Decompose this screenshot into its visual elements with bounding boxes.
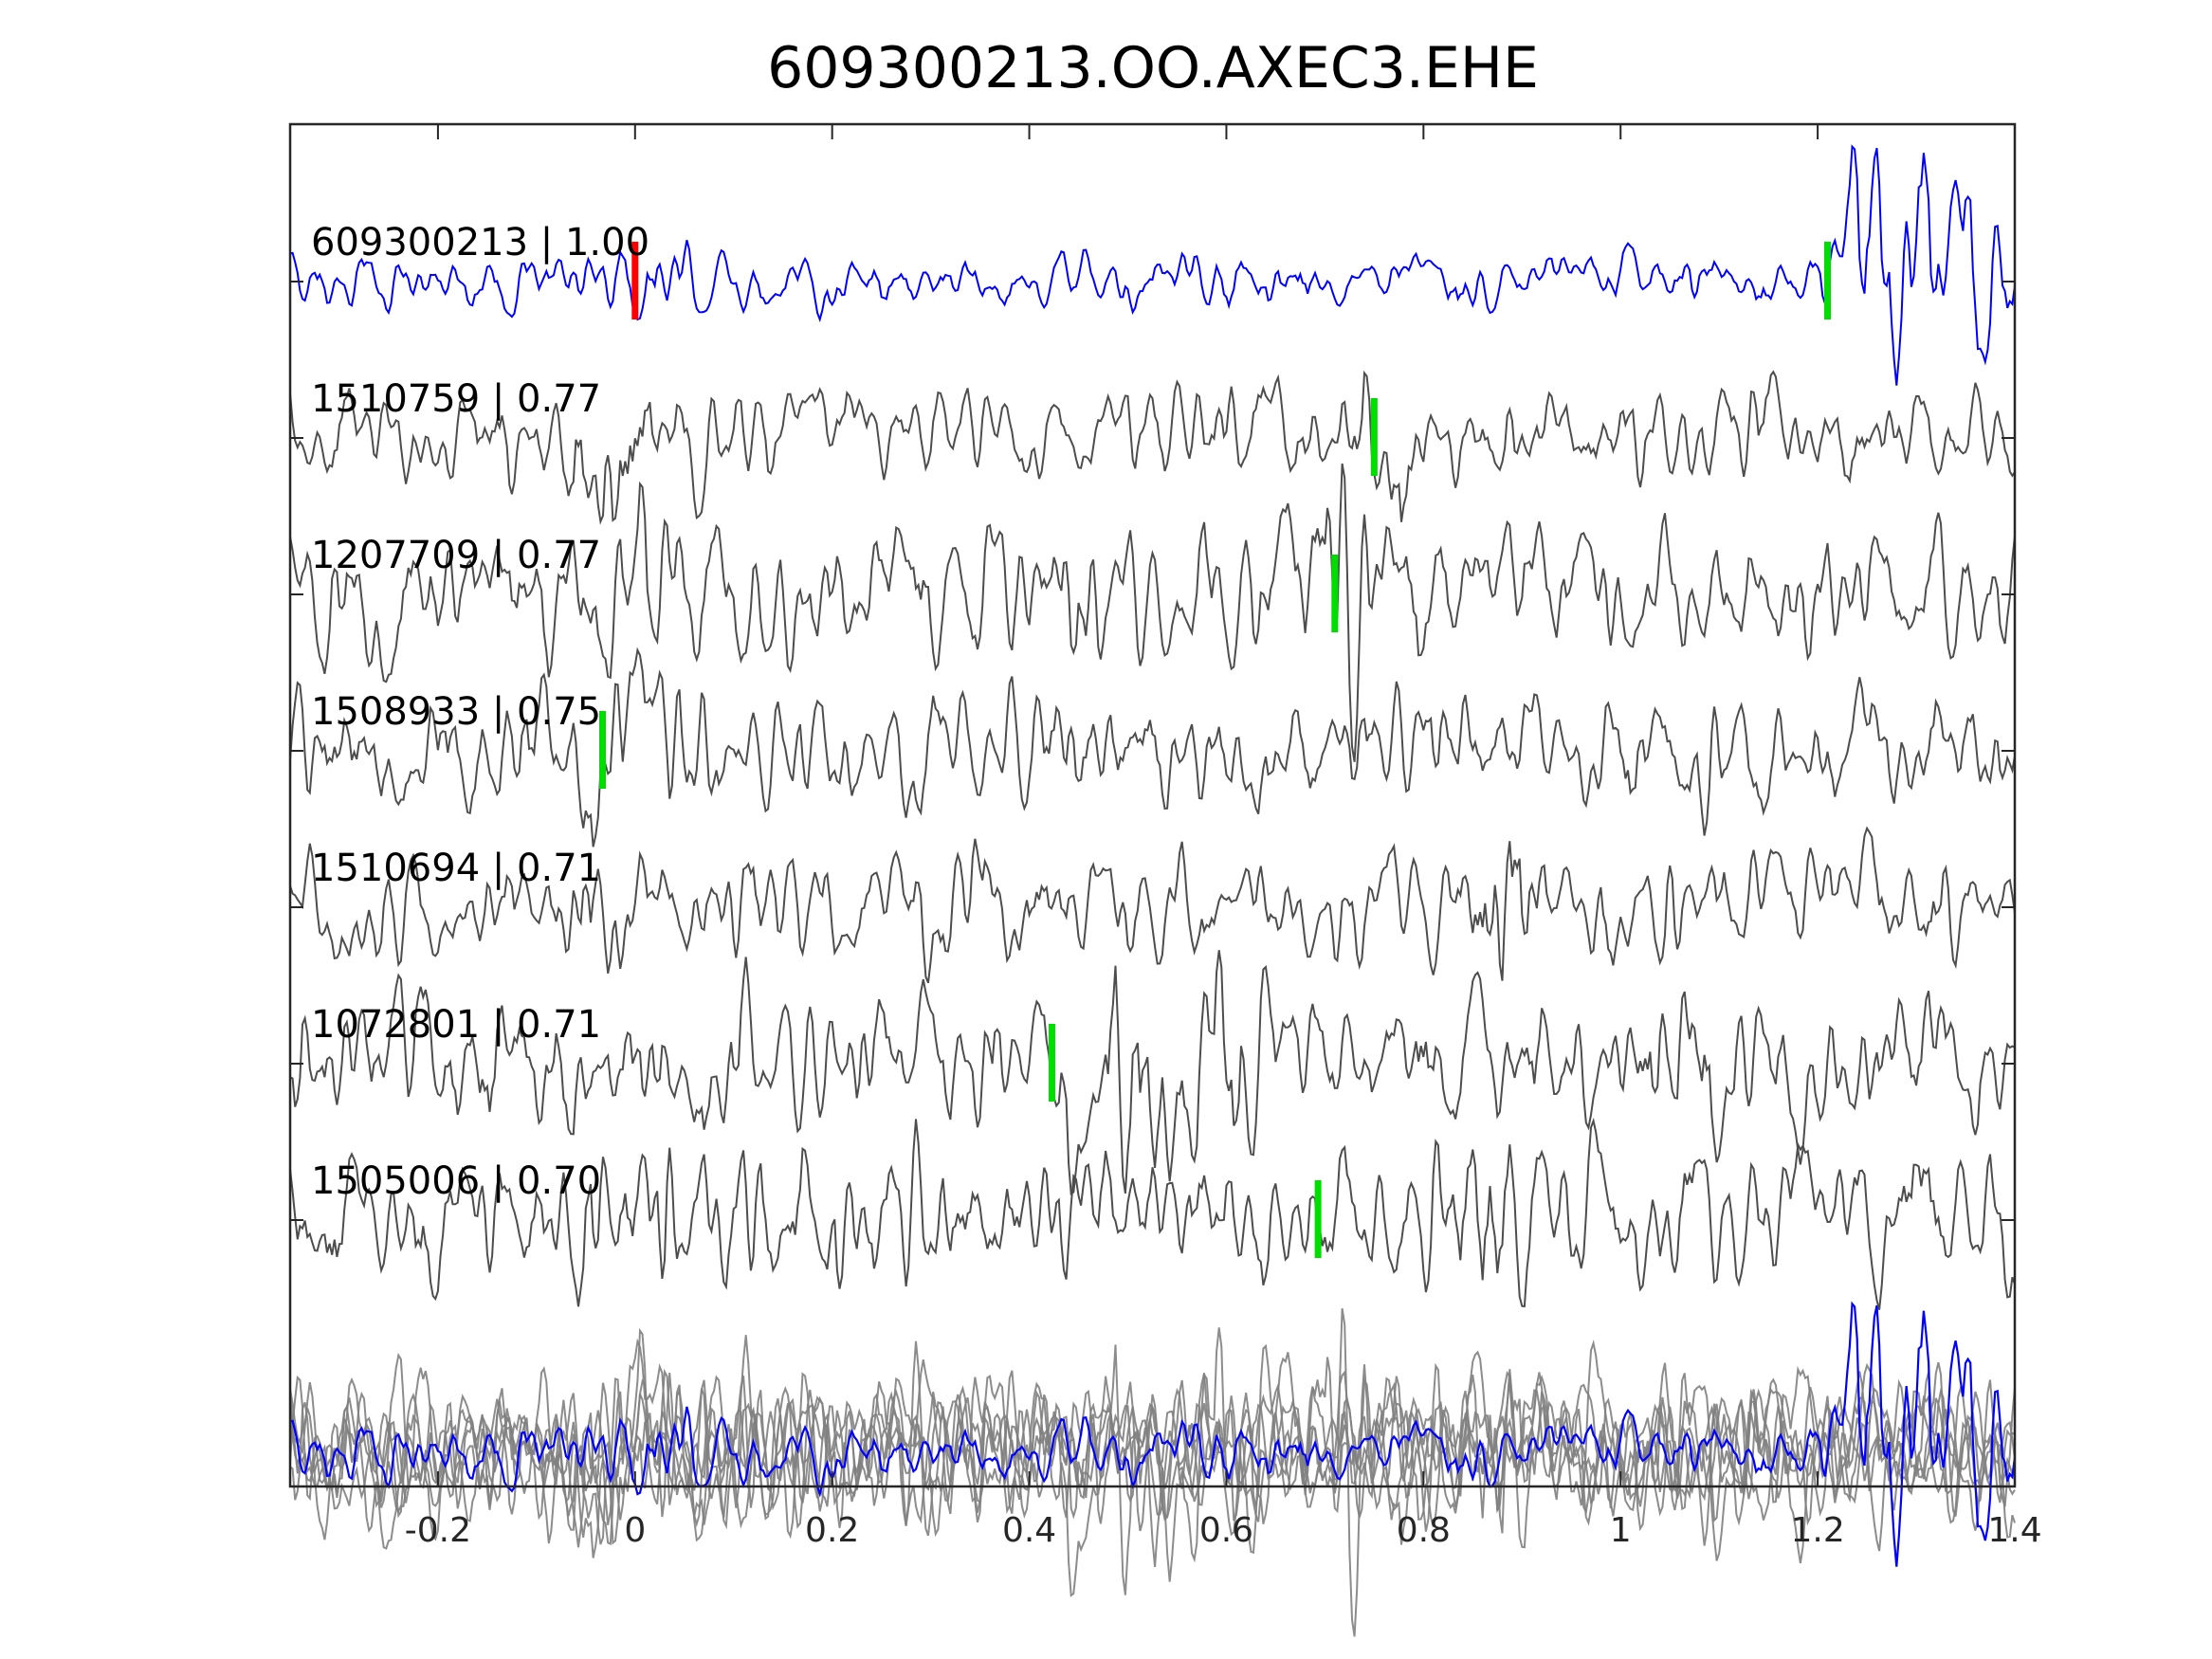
trace-label-4: 1510694 | 0.71 — [311, 847, 601, 890]
stacked-trace-template — [289, 1301, 2017, 1567]
plot-frame — [288, 122, 2017, 1488]
x-tick-label-3: 0.4 — [1002, 1511, 1056, 1550]
stacked-traces — [289, 1301, 2017, 1637]
trace-line-5 — [289, 950, 2016, 1196]
trace-baseline-ticks — [290, 281, 2015, 1221]
trace-line-4 — [289, 826, 2016, 984]
x-tick-label-1: 0 — [624, 1511, 646, 1550]
chart-title: 609300213.OO.AXEC3.EHE — [767, 35, 1539, 101]
trace-label-0: 609300213 | 1.00 — [311, 221, 649, 264]
stacked-trace-5 — [289, 1327, 2016, 1597]
stacked-trace-6 — [289, 1340, 2016, 1552]
trace-line-0 — [289, 144, 2016, 386]
x-tick-label-5: 0.8 — [1397, 1511, 1451, 1550]
x-axis: -0.2 0 0.2 0.4 0.6 0.8 1 1.2 1.4 — [405, 124, 2042, 1550]
trace-label-5: 1072801 | 0.71 — [311, 1003, 601, 1047]
x-tick-label-4: 0.6 — [1199, 1511, 1253, 1550]
waveform-traces — [289, 144, 2016, 1310]
x-tick-label-7: 1.2 — [1790, 1511, 1844, 1550]
trace-labels: 609300213 | 1.00 1510759 | 0.77 1207709 | … — [311, 221, 649, 1203]
trace-label-6: 1505006 | 0.70 — [311, 1159, 601, 1203]
trace-label-2: 1207709 | 0.77 — [311, 534, 601, 577]
x-tick-label-0: -0.2 — [405, 1511, 471, 1550]
trace-label-3: 1508933 | 0.75 — [311, 690, 601, 734]
x-tick-label-6: 1 — [1610, 1511, 1632, 1550]
x-tick-label-2: 0.2 — [805, 1511, 859, 1550]
phase-picks — [598, 242, 1832, 1258]
trace-line-2 — [289, 463, 2016, 762]
trace-line-6 — [289, 1117, 2016, 1310]
trace-label-1: 1510759 | 0.77 — [311, 377, 601, 421]
x-tick-label-8: 1.4 — [1987, 1511, 2041, 1550]
trace-line-3 — [289, 647, 2016, 848]
stacked-trace-2 — [289, 1307, 2016, 1637]
trace-line-1 — [289, 370, 2016, 525]
